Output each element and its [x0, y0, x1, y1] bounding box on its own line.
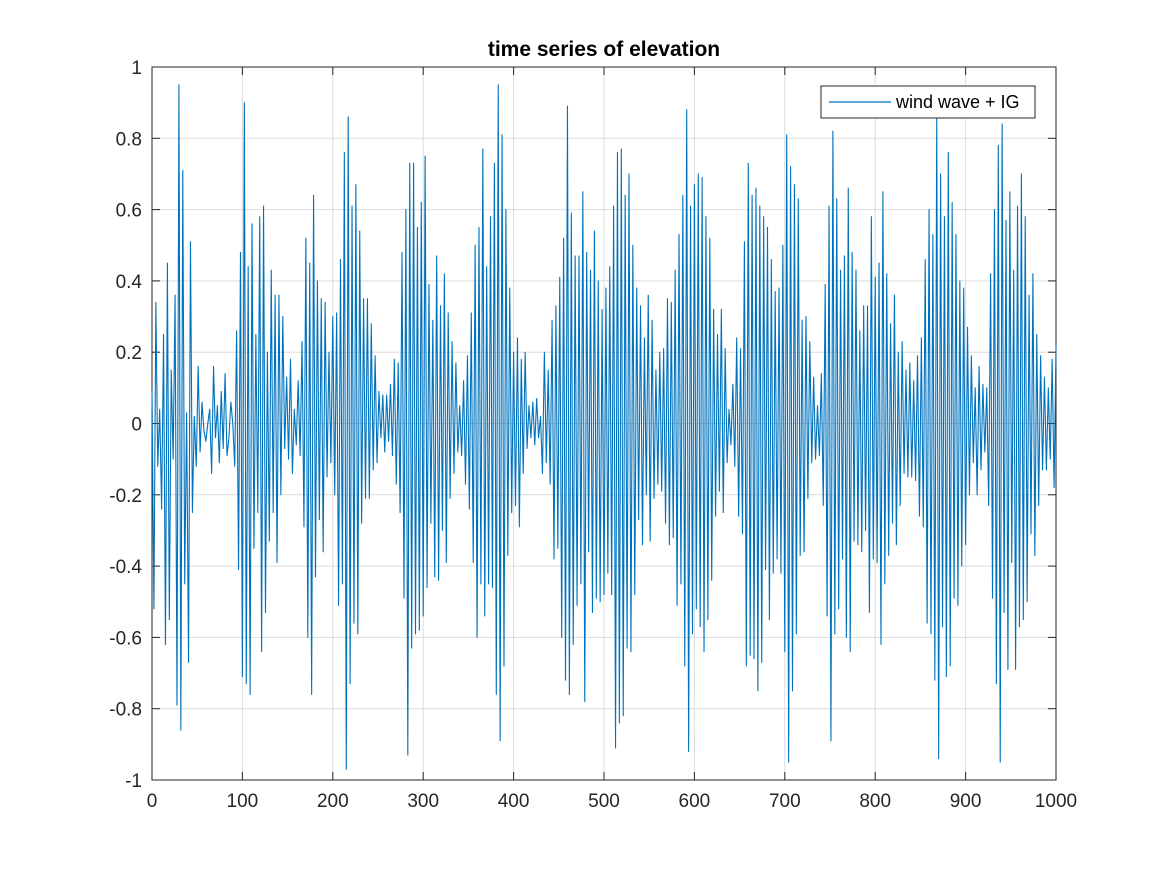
y-tick-label: 0.6 [116, 201, 142, 222]
y-tick-label: -0.6 [109, 628, 142, 649]
series-line-0 [151, 84, 1057, 770]
legend-label: wind wave + IG [895, 92, 1020, 112]
x-tick-label: 700 [769, 791, 801, 812]
x-tick-label: 500 [588, 791, 620, 812]
y-tick-label: 0.8 [116, 129, 142, 150]
series-group [151, 84, 1057, 770]
x-tick-label: 200 [317, 791, 349, 812]
y-tick-label: -0.8 [109, 700, 142, 721]
x-tick-label: 800 [859, 791, 891, 812]
y-tick-label: 0 [131, 415, 142, 436]
x-tick-label: 900 [950, 791, 982, 812]
y-tick-label: -0.4 [109, 557, 142, 578]
x-tick-label: 600 [679, 791, 711, 812]
y-tick-label: 1 [131, 58, 142, 79]
x-tick-label: 0 [147, 791, 158, 812]
x-tick-label: 300 [407, 791, 439, 812]
y-tick-label: 0.4 [116, 272, 143, 293]
x-tick-label: 1000 [1035, 791, 1077, 812]
axis-ticks: 0 100 200 300 400 500 600 700 800 900 1000 -1 -0.8 -0… [109, 58, 1077, 812]
y-tick-label: 0.2 [116, 343, 142, 364]
legend[interactable]: wind wave + IG [820, 85, 1036, 119]
x-tick-label: 100 [227, 791, 259, 812]
chart-title: time series of elevation [488, 38, 720, 61]
y-tick-label: -1 [125, 771, 142, 792]
x-tick-label: 400 [498, 791, 530, 812]
y-tick-label: -0.2 [109, 486, 142, 507]
